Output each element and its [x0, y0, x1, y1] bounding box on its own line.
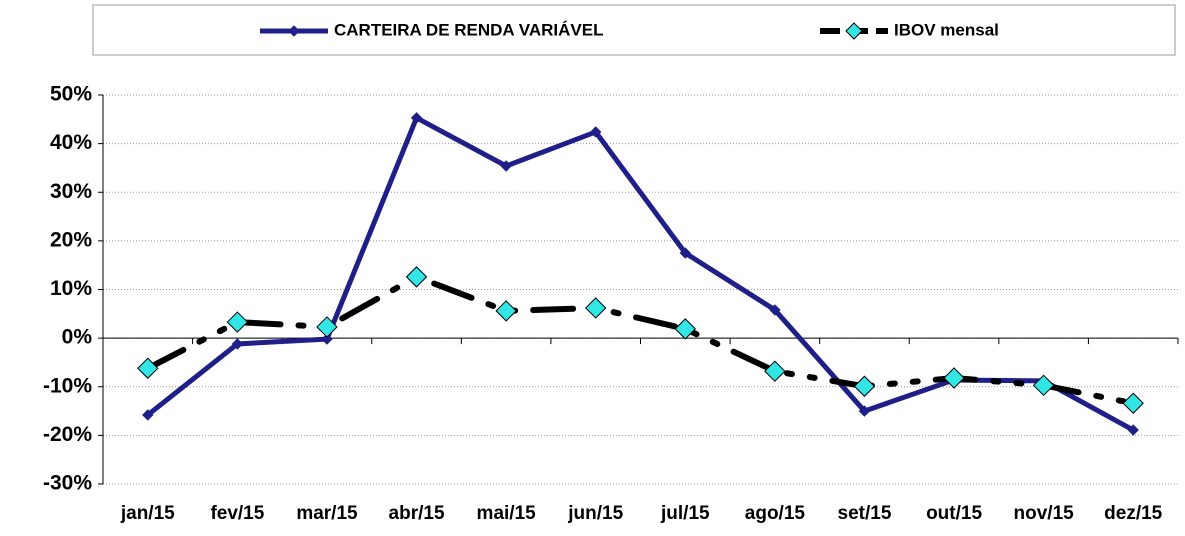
series-marker [590, 126, 602, 138]
y-tick-label: 0% [62, 326, 93, 349]
series-marker [495, 300, 517, 322]
y-tick-label: 30% [50, 180, 92, 203]
x-tick-label: nov/15 [1014, 503, 1075, 524]
x-tick-label: out/15 [926, 503, 982, 524]
y-tick-label: 10% [50, 277, 92, 300]
series-marker [405, 266, 428, 288]
series-marker [764, 360, 786, 382]
series-marker [231, 338, 244, 350]
series-marker [410, 112, 423, 124]
y-tick-label: -30% [43, 472, 92, 495]
x-tick-label: jun/15 [567, 503, 623, 524]
series-marker [321, 333, 333, 345]
x-tick-label: mar/15 [296, 503, 358, 524]
series-marker [679, 247, 691, 259]
x-tick-label: jul/15 [660, 503, 710, 524]
legend-box [92, 4, 1176, 56]
series-line [144, 273, 1137, 407]
y-tick-label: 20% [50, 228, 92, 251]
x-tick-label: jan/15 [120, 503, 175, 524]
series-marker [226, 311, 249, 333]
series-marker [1127, 424, 1139, 436]
series-marker [943, 367, 965, 389]
series-marker [858, 405, 871, 417]
series-marker [769, 304, 781, 316]
series-marker [1122, 392, 1144, 414]
series-marker [853, 375, 876, 397]
legend-label: IBOV mensal [894, 20, 999, 39]
series-marker [500, 160, 512, 172]
x-tick-label: ago/15 [745, 503, 806, 524]
legend-marker [845, 22, 863, 40]
series-line [145, 114, 1136, 433]
x-tick-label: set/15 [838, 503, 892, 524]
series-marker [316, 316, 338, 338]
series-marker [137, 357, 159, 379]
x-tick-label: abr/15 [389, 503, 445, 524]
legend-label: CARTEIRA DE RENDA VARIÁVEL [334, 20, 604, 39]
x-tick-label: mai/15 [477, 503, 537, 524]
series-marker [1032, 374, 1055, 396]
legend-marker [288, 25, 300, 37]
y-tick-label: -20% [43, 423, 92, 446]
x-tick-label: dez/15 [1104, 503, 1163, 524]
x-tick-label: fev/15 [210, 503, 264, 524]
series-marker [674, 318, 696, 340]
y-tick-label: 50% [50, 83, 92, 106]
series-marker [585, 297, 607, 319]
series-marker [142, 409, 154, 421]
y-tick-label: -10% [43, 374, 92, 397]
y-tick-label: 40% [50, 131, 92, 154]
